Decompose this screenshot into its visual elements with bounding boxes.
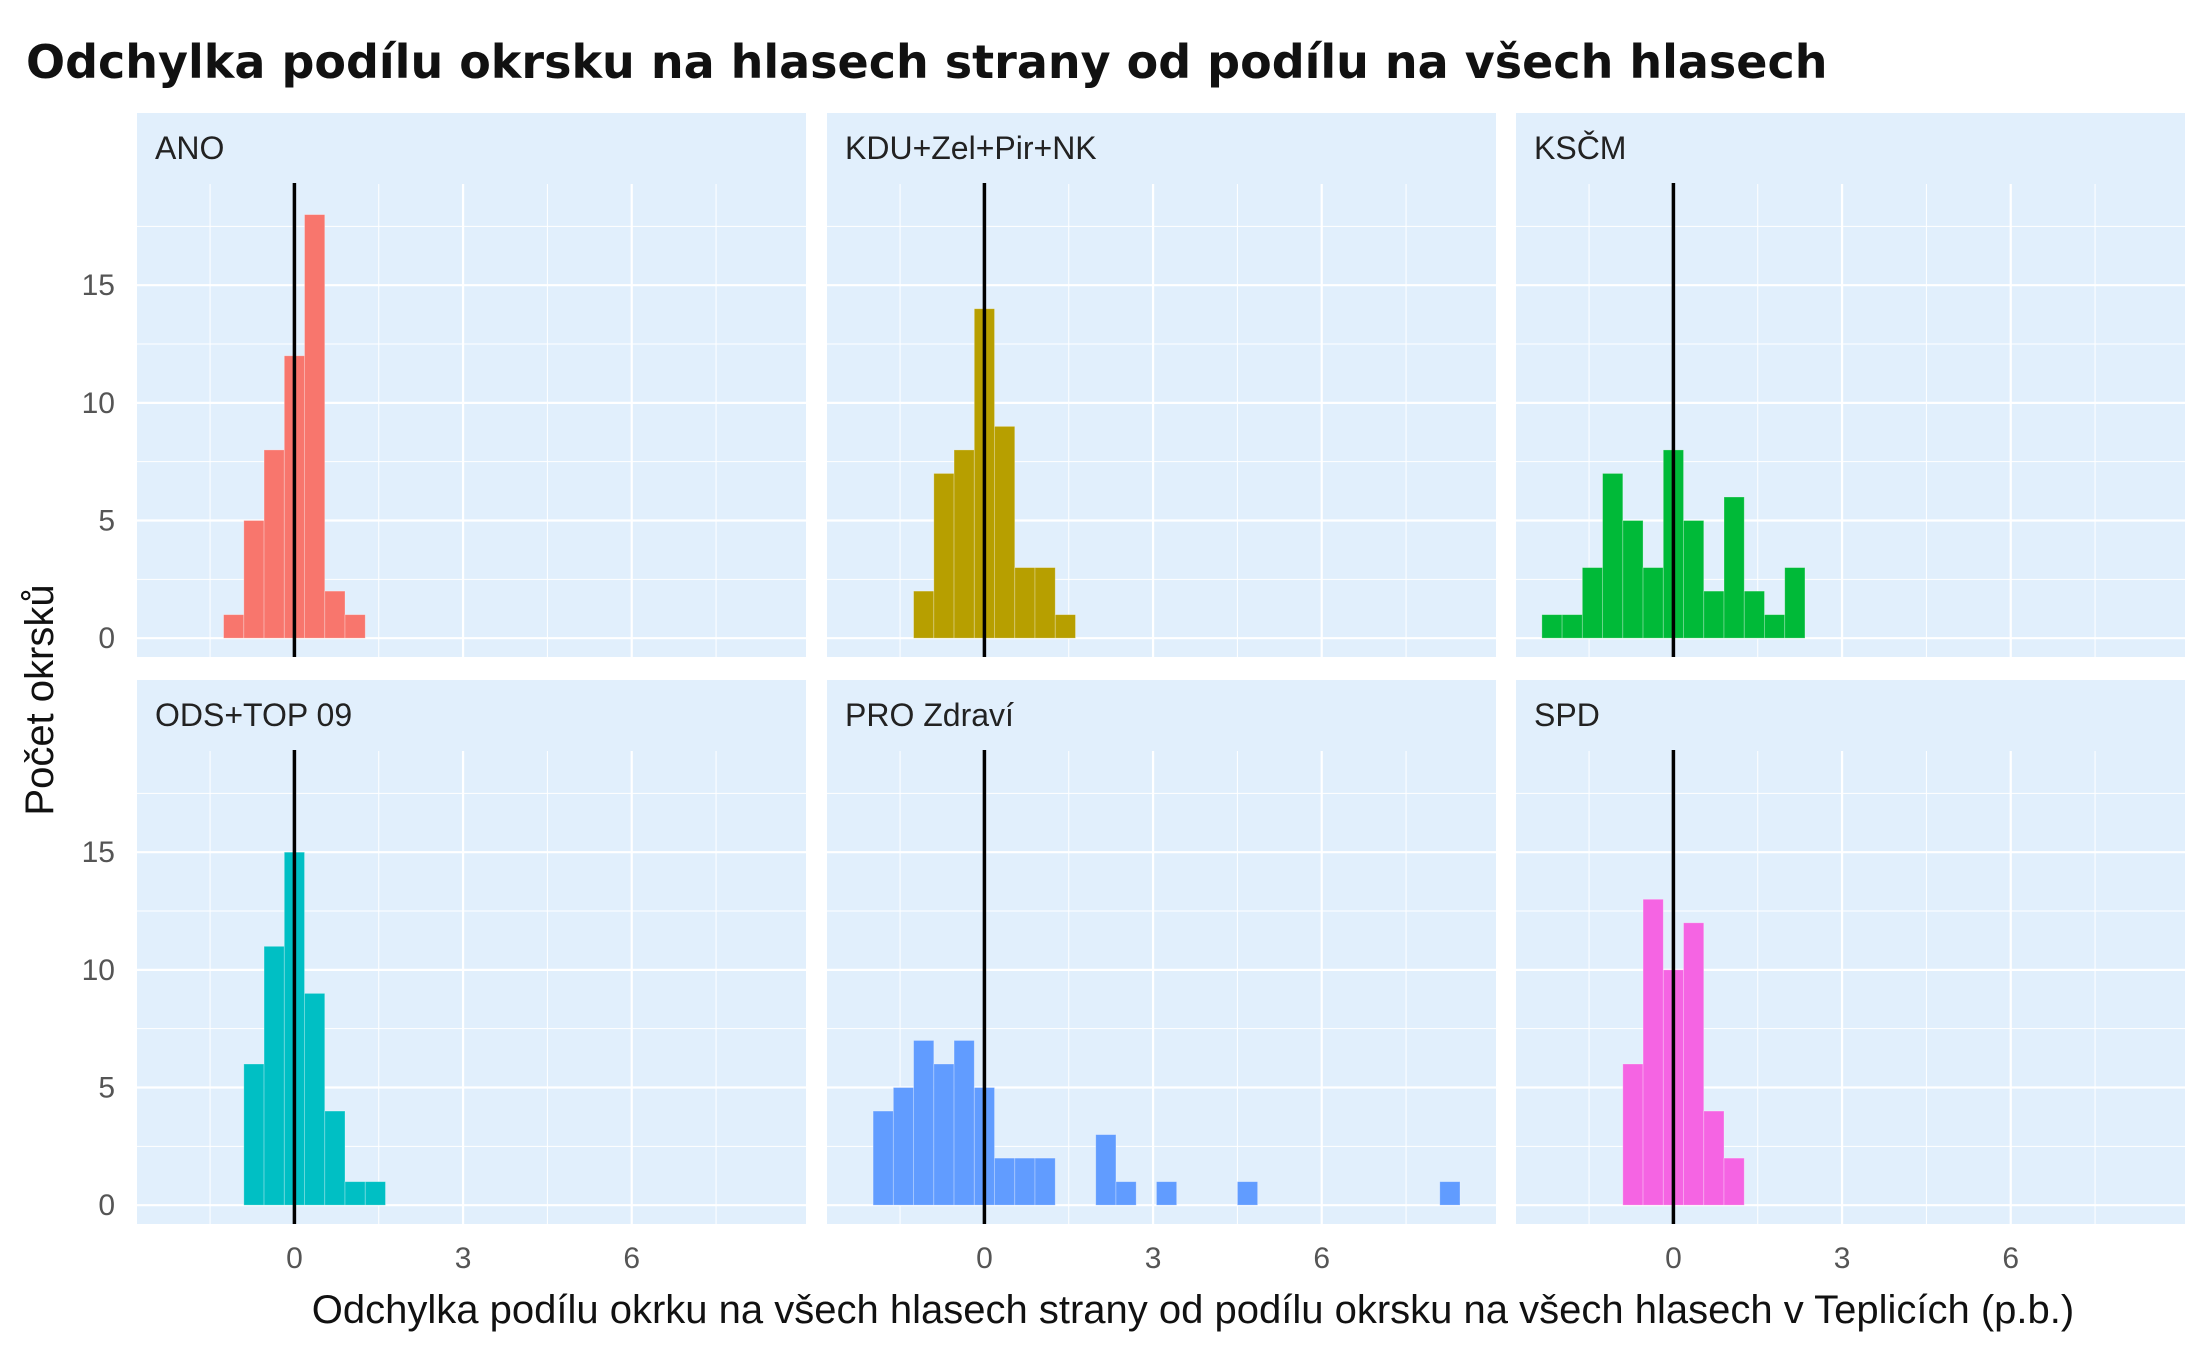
histogram-bar: [324, 590, 346, 639]
panel: ODS+TOP 09: [137, 680, 806, 1224]
x-tick-label: 6: [623, 1242, 640, 1275]
histogram-bar: [344, 614, 366, 639]
panel-label: KSČM: [1534, 130, 1626, 166]
panel-background: [137, 680, 806, 1224]
histogram-bar: [1014, 567, 1036, 639]
x-tick-label: 0: [1665, 1242, 1682, 1275]
histogram-bar: [243, 1063, 265, 1206]
panels: ANO 0 5 10 15 KDU+Zel+Pir+NK KSČM ODS+TOP 09 0 5 1…: [82, 113, 2185, 1275]
histogram-bar: [304, 992, 326, 1206]
histogram-bar: [263, 449, 285, 639]
histogram-bar: [1236, 1181, 1259, 1206]
histogram-bar: [1541, 614, 1563, 639]
histogram-bar: [1602, 473, 1624, 639]
y-tick-label: 5: [98, 1072, 115, 1105]
histogram-bar: [344, 1181, 366, 1206]
panel: SPD: [1516, 680, 2185, 1224]
histogram-bar: [1439, 1181, 1461, 1206]
histogram-bar: [1703, 1110, 1725, 1206]
y-tick-label: 0: [98, 622, 115, 655]
x-tick-label: 6: [1313, 1242, 1330, 1275]
panel-label: PRO Zdraví: [845, 697, 1014, 733]
histogram-bar: [364, 1181, 386, 1206]
panel-label: SPD: [1534, 697, 1600, 733]
panel-background: [137, 113, 806, 657]
histogram-bar: [1622, 1063, 1644, 1206]
x-tick-label: 6: [2002, 1242, 2019, 1275]
histogram-bar: [223, 614, 245, 639]
panel-background: [827, 113, 1496, 657]
histogram-bar: [1115, 1181, 1137, 1206]
histogram-bar: [1034, 1157, 1056, 1206]
histogram-bar: [1764, 614, 1786, 639]
y-tick-label: 15: [82, 836, 115, 869]
histogram-bar: [994, 425, 1016, 639]
histogram-bar: [933, 1063, 955, 1206]
histogram-bar: [953, 449, 975, 639]
histogram-bar: [1683, 520, 1705, 639]
x-tick-label: 3: [455, 1242, 472, 1275]
histogram-bar: [324, 1110, 346, 1206]
histogram-bar: [1034, 567, 1056, 639]
panel: KSČM: [1516, 113, 2185, 657]
histogram-bar: [1642, 567, 1664, 639]
x-tick-label: 0: [976, 1242, 993, 1275]
histogram-bar: [1095, 1134, 1117, 1206]
x-tick-label: 0: [286, 1242, 303, 1275]
panel: ANO: [137, 113, 806, 657]
panel: PRO Zdraví: [827, 680, 1496, 1224]
histogram-bar: [1156, 1181, 1178, 1206]
y-tick-label: 10: [82, 387, 115, 420]
x-tick-label: 3: [1834, 1242, 1851, 1275]
x-tick-label: 3: [1145, 1242, 1162, 1275]
histogram-bar: [1743, 590, 1765, 639]
histogram-bar: [1784, 567, 1806, 639]
x-axis-title: Odchylka podílu okrku na všech hlasech s…: [312, 1288, 2074, 1332]
histogram-bar: [1723, 496, 1745, 639]
y-tick-label: 10: [82, 954, 115, 987]
histogram-bar: [913, 590, 935, 639]
panel-background: [1516, 680, 2185, 1224]
histogram-bar: [913, 1040, 935, 1206]
chart-title: Odchylka podílu okrsku na hlasech strany…: [26, 35, 1827, 89]
histogram-bar: [892, 1087, 914, 1206]
panel-label: ANO: [155, 130, 224, 166]
panel-label: KDU+Zel+Pir+NK: [845, 130, 1097, 166]
y-axis-title: Počet okrsků: [18, 584, 62, 815]
histogram-bar: [1581, 567, 1603, 639]
y-tick-label: 15: [82, 269, 115, 302]
histogram-bar: [994, 1157, 1016, 1206]
histogram-bar: [933, 473, 955, 639]
panel: KDU+Zel+Pir+NK: [827, 113, 1496, 657]
y-tick-label: 5: [98, 505, 115, 538]
histogram-bar: [872, 1110, 894, 1206]
histogram-bar: [243, 520, 265, 639]
histogram-bar: [1683, 922, 1705, 1206]
histogram-bar: [1561, 614, 1583, 639]
y-tick-label: 0: [98, 1189, 115, 1222]
histogram-bar: [953, 1040, 975, 1206]
histogram-bar: [1014, 1157, 1036, 1206]
histogram-bar: [1622, 520, 1644, 639]
histogram-bar: [1723, 1157, 1745, 1206]
histogram-bar: [1642, 898, 1664, 1206]
histogram-bar: [304, 214, 326, 639]
histogram-bar: [263, 945, 285, 1206]
histogram-bar: [1054, 614, 1076, 639]
histogram-bar: [1703, 590, 1725, 639]
panel-label: ODS+TOP 09: [155, 697, 352, 733]
